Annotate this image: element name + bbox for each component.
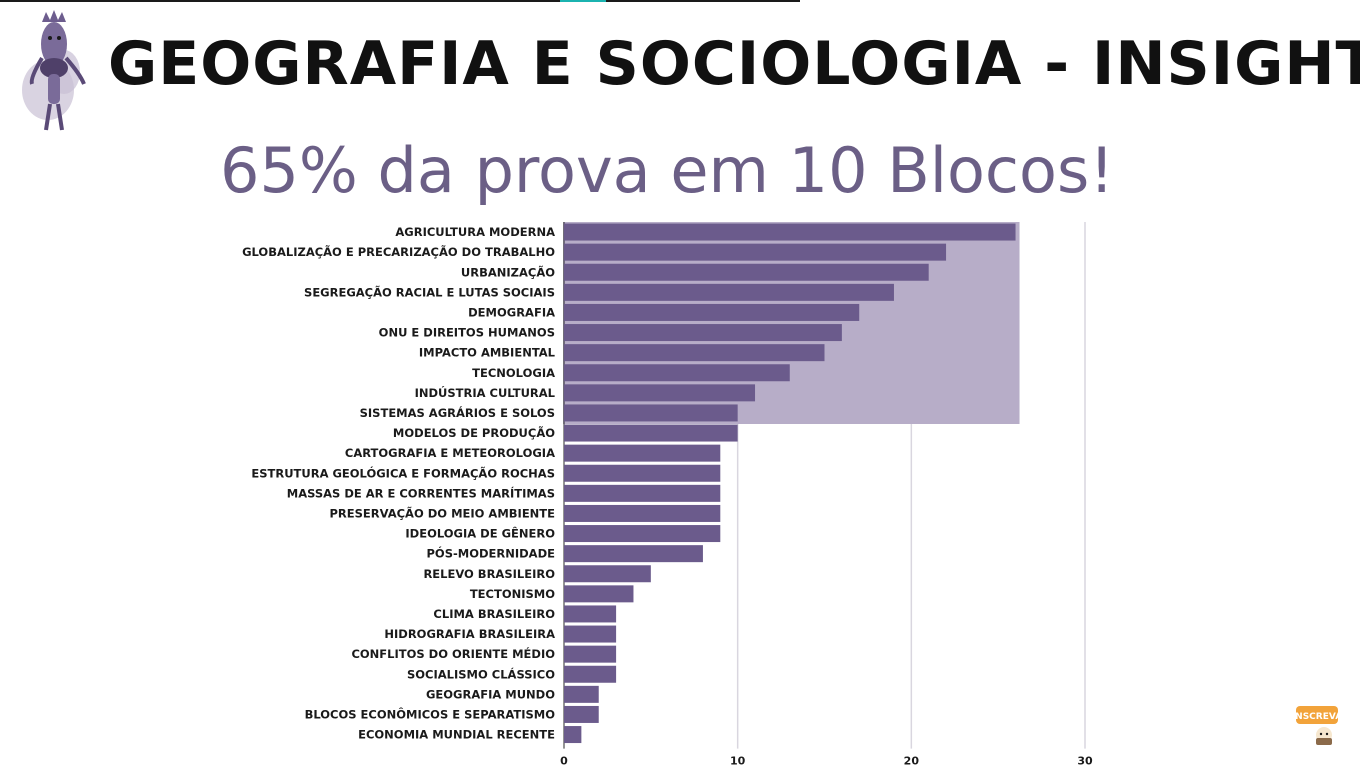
top-border-line (0, 0, 800, 2)
category-label-7: TECNOLOGIA (472, 366, 555, 380)
category-label-23: GEOGRAFIA MUNDO (426, 687, 555, 701)
category-label-0: AGRICULTURA MODERNA (395, 225, 555, 239)
category-label-6: IMPACTO AMBIENTAL (419, 346, 556, 360)
bar-8 (564, 384, 756, 402)
bar-6 (564, 344, 825, 362)
page-title: GEOGRAFIA E SOCIOLOGIA - INSIGHT 17 (108, 29, 1360, 99)
category-label-24: BLOCOS ECONÔMICOS E SEPARATISMO (305, 706, 556, 721)
category-label-21: CONFLITOS DO ORIENTE MÉDIO (351, 646, 555, 661)
category-label-9: SISTEMAS AGRÁRIOS E SOLOS (360, 405, 555, 420)
bar-4 (564, 303, 860, 321)
bar-18 (564, 585, 634, 603)
category-label-17: RELEVO BRASILEIRO (423, 567, 555, 581)
page-subtitle: 65% da prova em 10 Blocos! (220, 134, 1115, 207)
bar-0 (564, 223, 1016, 241)
mascot-illustration (22, 10, 86, 131)
subscribe-badge-icon[interactable]: INSCREVA (1294, 702, 1340, 746)
x-tick-label-0: 0 (560, 755, 568, 768)
category-label-11: CARTOGRAFIA E METEOROLOGIA (345, 446, 555, 460)
category-label-14: PRESERVAÇÃO DO MEIO AMBIENTE (329, 505, 555, 520)
bar-16 (564, 545, 703, 563)
category-label-22: SOCIALISMO CLÁSSICO (407, 666, 555, 681)
x-tick-label-2: 20 (904, 755, 920, 768)
category-label-10: MODELOS DE PRODUÇÃO (393, 425, 555, 440)
bar-25 (564, 726, 582, 744)
bar-24 (564, 705, 599, 723)
bar-12 (564, 464, 721, 482)
bar-5 (564, 324, 842, 342)
category-label-18: TECTONISMO (470, 587, 555, 601)
bar-23 (564, 685, 599, 703)
category-label-2: URBANIZAÇÃO (461, 264, 555, 279)
bar-chart: AGRICULTURA MODERNA GLOBALIZAÇÃO E PRECAR… (242, 222, 1093, 768)
bar-11 (564, 444, 721, 462)
bar-9 (564, 404, 738, 422)
bar-19 (564, 605, 617, 623)
bar-22 (564, 665, 617, 683)
bar-3 (564, 283, 894, 301)
category-label-20: HIDROGRAFIA BRASILEIRA (384, 627, 555, 641)
category-label-5: ONU E DIREITOS HUMANOS (379, 326, 555, 340)
badge-label: INSCREVA (1294, 712, 1340, 722)
x-tick-label-3: 30 (1077, 755, 1093, 768)
bar-14 (564, 504, 721, 522)
bar-15 (564, 525, 721, 543)
bar-21 (564, 645, 617, 663)
x-tick-label-1: 10 (730, 755, 746, 768)
category-label-19: CLIMA BRASILEIRO (433, 607, 555, 621)
category-label-1: GLOBALIZAÇÃO E PRECARIZAÇÃO DO TRABALHO (242, 244, 555, 259)
category-label-8: INDÚSTRIA CULTURAL (415, 385, 556, 400)
category-label-4: DEMOGRAFIA (468, 305, 555, 319)
category-label-12: ESTRUTURA GEOLÓGICA E FORMAÇÃO ROCHAS (251, 465, 555, 480)
bar-7 (564, 364, 790, 382)
category-label-13: MASSAS DE AR E CORRENTES MARÍTIMAS (287, 485, 555, 500)
category-label-16: PÓS-MODERNIDADE (427, 546, 556, 561)
bar-20 (564, 625, 617, 643)
bar-17 (564, 565, 651, 583)
top-accent-line (560, 0, 606, 2)
category-label-25: ECONOMIA MUNDIAL RECENTE (358, 728, 555, 742)
category-label-3: SEGREGAÇÃO RACIAL E LUTAS SOCIAIS (304, 284, 555, 299)
bar-2 (564, 263, 929, 281)
bar-1 (564, 243, 947, 261)
bar-10 (564, 424, 738, 442)
category-label-15: IDEOLOGIA DE GÊNERO (405, 526, 555, 541)
bar-13 (564, 484, 721, 502)
